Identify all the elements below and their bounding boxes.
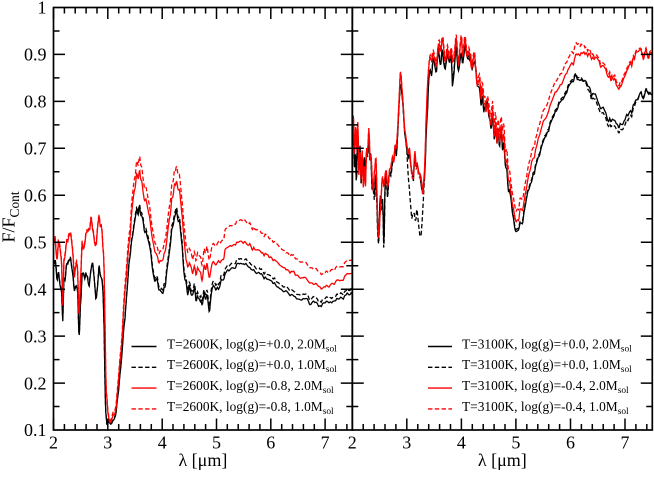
svg-text:λ [μm]: λ [μm] xyxy=(178,450,227,470)
svg-text:6: 6 xyxy=(266,432,275,452)
svg-text:0.5: 0.5 xyxy=(24,232,47,252)
svg-text:6: 6 xyxy=(566,432,575,452)
svg-text:5: 5 xyxy=(212,432,221,452)
svg-text:T=3100K, log(g)=-0.4, 1.0Msol: T=3100K, log(g)=-0.4, 1.0Msol xyxy=(462,399,629,417)
svg-text:4: 4 xyxy=(158,432,167,452)
svg-text:T=2600K, log(g)=+0.0, 2.0Msol: T=2600K, log(g)=+0.0, 2.0Msol xyxy=(167,336,337,354)
svg-text:T=2600K, log(g)=-0.8, 2.0Msol: T=2600K, log(g)=-0.8, 2.0Msol xyxy=(167,378,334,396)
svg-text:0.1: 0.1 xyxy=(24,420,47,440)
svg-text:0.6: 0.6 xyxy=(24,186,47,206)
svg-text:T=3100K, log(g)=+0.0, 2.0Msol: T=3100K, log(g)=+0.0, 2.0Msol xyxy=(462,336,632,354)
svg-text:7: 7 xyxy=(321,432,330,452)
svg-text:3: 3 xyxy=(402,432,411,452)
svg-text:0.9: 0.9 xyxy=(24,45,47,65)
svg-text:1: 1 xyxy=(38,0,47,18)
svg-text:T=3100K, log(g)=-0.4, 2.0Msol: T=3100K, log(g)=-0.4, 2.0Msol xyxy=(462,378,629,396)
svg-text:7: 7 xyxy=(621,432,630,452)
svg-text:0.8: 0.8 xyxy=(24,92,47,112)
svg-text:5: 5 xyxy=(511,432,520,452)
svg-text:0.7: 0.7 xyxy=(24,139,47,159)
svg-text:0.4: 0.4 xyxy=(24,279,47,299)
svg-text:T=2600K, log(g)=-0.8, 1.0Msol: T=2600K, log(g)=-0.8, 1.0Msol xyxy=(167,399,334,417)
svg-text:λ [μm]: λ [μm] xyxy=(478,450,527,470)
svg-text:T=3100K, log(g)=+0.0, 1.0Msol: T=3100K, log(g)=+0.0, 1.0Msol xyxy=(462,357,632,375)
svg-text:3: 3 xyxy=(103,432,112,452)
svg-text:2: 2 xyxy=(348,432,357,452)
svg-text:T=2600K, log(g)=+0.0, 1.0Msol: T=2600K, log(g)=+0.0, 1.0Msol xyxy=(167,357,337,375)
svg-text:4: 4 xyxy=(457,432,466,452)
svg-text:0.2: 0.2 xyxy=(24,373,47,393)
svg-text:0.3: 0.3 xyxy=(24,326,47,346)
svg-text:2: 2 xyxy=(49,432,58,452)
